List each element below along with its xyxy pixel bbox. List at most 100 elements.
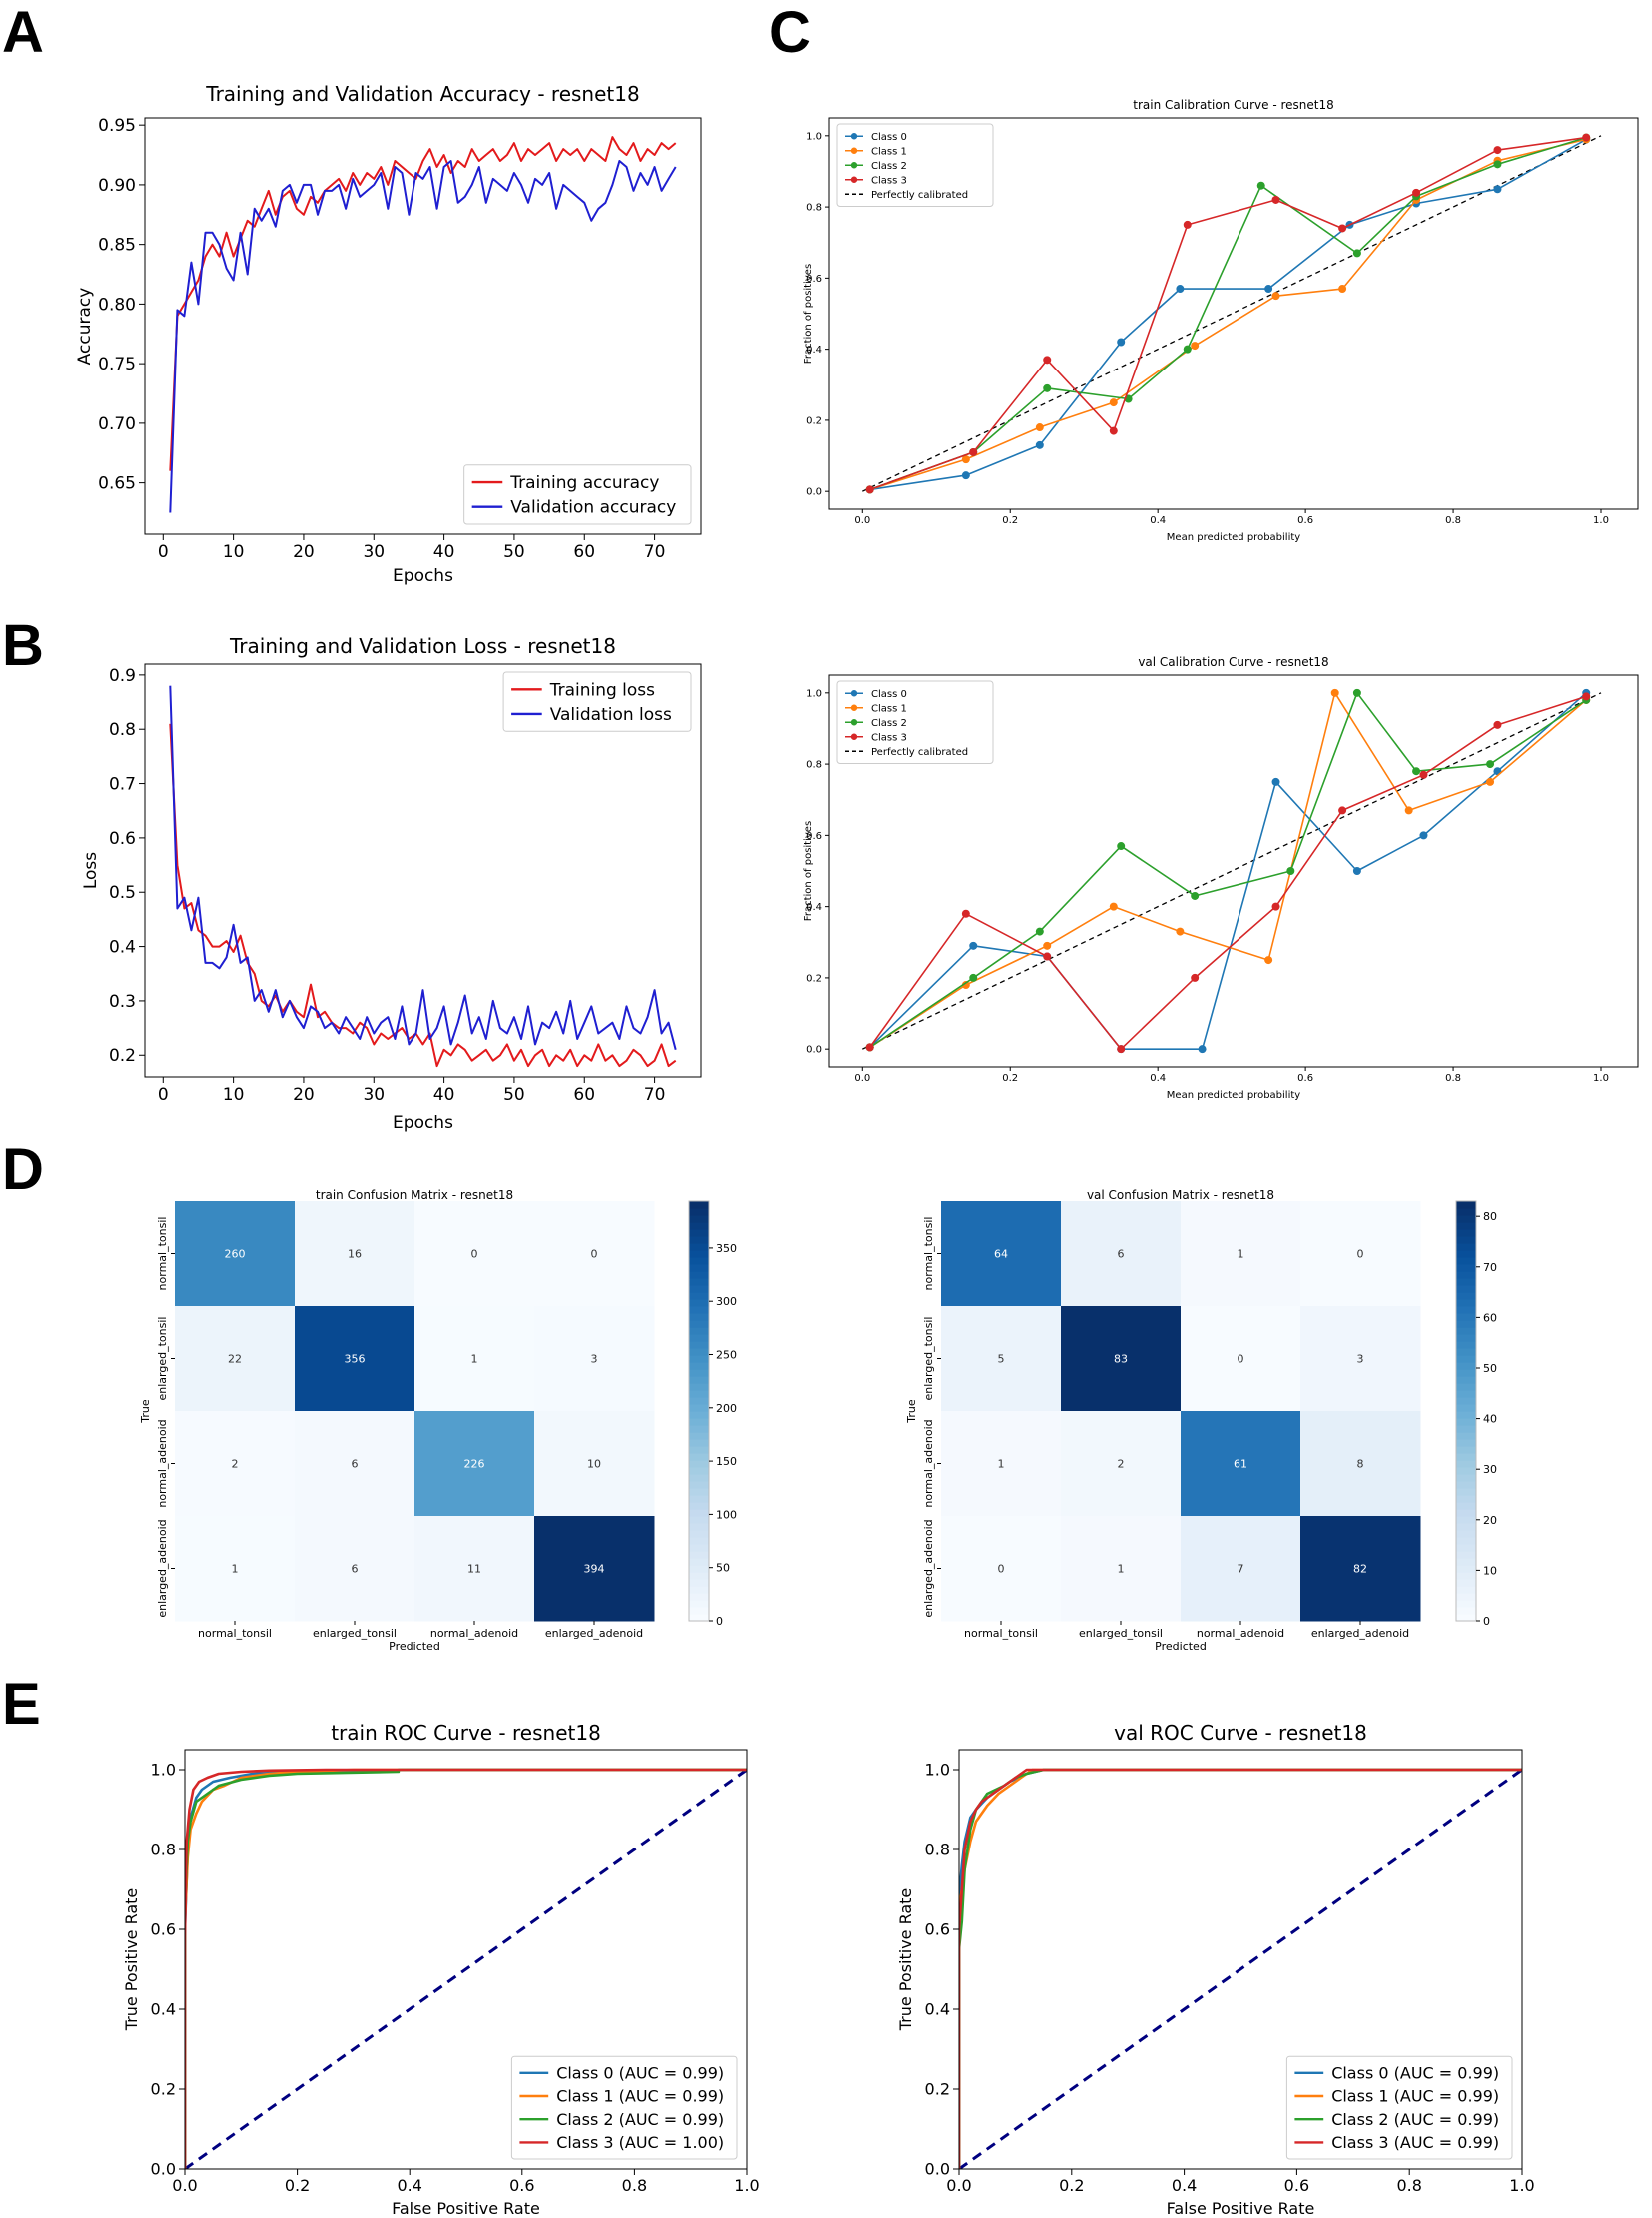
legend-box — [1285, 2055, 1513, 2160]
x-tick-label: 0.8 — [1445, 1073, 1461, 1084]
colorbar-tick-label: 300 — [716, 1295, 737, 1308]
chart-title: val Calibration Curve - resnet18 — [1138, 655, 1328, 669]
heatmap-cell-value: 64 — [994, 1248, 1008, 1261]
chart-title: Training and Validation Loss - resnet18 — [229, 634, 616, 658]
y-tick-label: 0.75 — [98, 355, 136, 374]
colorbar-segment — [689, 1215, 709, 1223]
plot-area — [862, 688, 1602, 1054]
colorbar-segment — [1456, 1362, 1476, 1370]
x-tick-label: 30 — [363, 542, 385, 562]
colorbar-segment — [689, 1565, 709, 1573]
colorbar-segment — [1456, 1215, 1476, 1223]
y-tick-label: 0.8 — [151, 1841, 176, 1859]
colorbar-segment — [1456, 1327, 1476, 1335]
heatmap-cell-value: 16 — [348, 1248, 362, 1261]
colorbar-segment — [1456, 1348, 1476, 1356]
colorbar-segment — [689, 1579, 709, 1587]
y-tick-label: 0.9 — [109, 666, 136, 686]
colorbar-segment — [689, 1474, 709, 1482]
x-tick-label: 0.4 — [1150, 515, 1166, 526]
diagonal-reference-line — [862, 692, 1602, 1050]
legend: Class 0 (AUC = 0.99) Class 1 (AUC = 0.99)… — [510, 2055, 738, 2160]
legend-label: Class 3 — [871, 732, 907, 743]
series-point — [1035, 927, 1044, 936]
y-tick-label: 0.0 — [151, 2160, 176, 2179]
colorbar-segment — [689, 1201, 709, 1209]
colorbar-segment — [689, 1530, 709, 1538]
x-tick-label: 10 — [223, 542, 245, 562]
colorbar-segment — [689, 1467, 709, 1475]
colorbar-segment — [689, 1523, 709, 1531]
colorbar-segment — [1456, 1271, 1476, 1279]
heatmap-cell — [941, 1411, 1062, 1517]
heatmap-cell — [1181, 1201, 1301, 1307]
colorbar-segment — [1456, 1509, 1476, 1517]
series-point — [1419, 770, 1428, 779]
legend-label: Perfectly calibrated — [871, 190, 968, 201]
colorbar-tick-label: 250 — [716, 1349, 737, 1362]
plot-frame — [958, 1749, 1523, 2170]
heatmap-cell — [295, 1201, 415, 1307]
series-point — [1404, 806, 1413, 815]
colorbar-segment — [689, 1404, 709, 1412]
series-line-class-3-auc-1-00- — [185, 1768, 747, 2169]
colorbar-tick-label: 70 — [1483, 1261, 1497, 1274]
colorbar-segment — [1456, 1411, 1476, 1419]
heatmap-cell-value: 0 — [1357, 1248, 1364, 1261]
y-tick-label: normal_tonsil — [922, 1217, 935, 1291]
legend-label: Validation loss — [550, 705, 672, 725]
y-axis-label: Fraction of positives — [803, 264, 814, 364]
y-tick-label: 0.8 — [806, 203, 822, 214]
x-tick-label: 0.2 — [285, 2176, 310, 2195]
x-tick-label: 70 — [644, 1085, 666, 1105]
legend: Training accuracy Validation accuracy — [463, 464, 692, 525]
series-point — [1117, 842, 1126, 851]
x-tick-label: 0.0 — [946, 2176, 971, 2195]
x-tick-label: 40 — [433, 1085, 455, 1105]
heatmap-cell-value: 61 — [1234, 1458, 1247, 1471]
heatmap-cell-value: 22 — [228, 1353, 242, 1366]
heatmap-cell-value: 11 — [467, 1563, 481, 1576]
heatmap-cell-value: 0 — [998, 1563, 1005, 1576]
colorbar-segment — [1456, 1565, 1476, 1573]
colorbar-segment — [1456, 1432, 1476, 1440]
heatmap-cell — [941, 1201, 1062, 1307]
colorbar-segment — [689, 1355, 709, 1363]
heatmap-cell — [295, 1411, 415, 1517]
colorbar-segment — [689, 1502, 709, 1510]
colorbar-segment — [689, 1383, 709, 1391]
colorbar-segment — [1456, 1313, 1476, 1321]
colorbar-segment — [1456, 1579, 1476, 1587]
legend-marker — [850, 176, 858, 183]
legend: Class 0 Class 1 Class 2 Class 3 Perfectly ca… — [836, 123, 994, 207]
colorbar-segment — [1456, 1208, 1476, 1216]
x-tick-label: 1.0 — [1593, 1073, 1609, 1084]
series-line-class-2 — [869, 136, 1587, 491]
legend: Class 0 (AUC = 0.99) Class 1 (AUC = 0.99)… — [1285, 2055, 1513, 2160]
heatmap-cell — [175, 1411, 296, 1517]
series-point — [961, 455, 970, 464]
heatmap-cell — [1061, 1201, 1182, 1307]
heatmap-cell-value: 10 — [587, 1458, 601, 1471]
colorbar-segment — [689, 1537, 709, 1545]
panel-label-e: E — [2, 1672, 41, 1737]
colorbar-segment — [689, 1264, 709, 1272]
series-line-validation-loss — [169, 685, 677, 1051]
x-tick-label: 0.6 — [1297, 1073, 1313, 1084]
series-point — [1493, 720, 1502, 729]
y-tick-label: 0.90 — [98, 176, 136, 196]
colorbar-tick-label: 50 — [1483, 1362, 1497, 1375]
colorbar-segment — [1456, 1229, 1476, 1237]
colorbar-tick-label: 30 — [1483, 1463, 1497, 1476]
x-axis-label: Mean predicted probability — [1167, 532, 1300, 543]
colorbar-segment — [1456, 1320, 1476, 1328]
x-axis-label: Epochs — [393, 1113, 453, 1133]
y-tick-label: 0.2 — [806, 415, 822, 426]
y-tick-label: 0.4 — [806, 345, 822, 356]
series-point — [865, 1043, 874, 1052]
y-tick-label: 0.8 — [925, 1841, 950, 1859]
colorbar-segment — [1456, 1299, 1476, 1307]
heatmap-cell — [175, 1201, 296, 1307]
heatmap-cell — [1300, 1201, 1421, 1307]
colorbar-segment — [1456, 1383, 1476, 1391]
